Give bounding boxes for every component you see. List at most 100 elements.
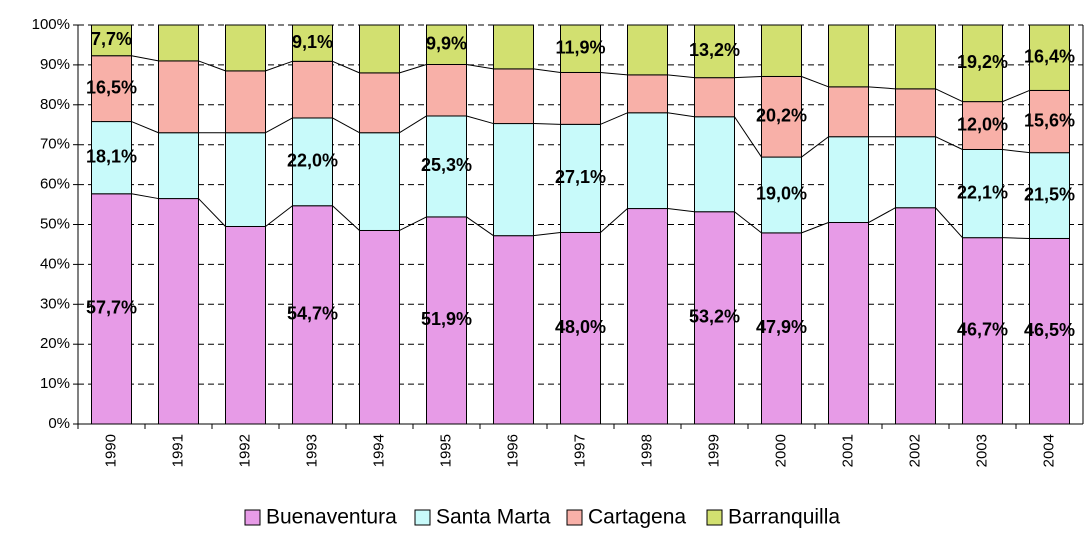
bar-segment xyxy=(895,136,936,209)
bar-segment xyxy=(493,235,534,425)
legend-swatch xyxy=(706,509,723,526)
bar-segment xyxy=(560,24,601,73)
value-label: 18,1% xyxy=(86,146,137,166)
series-line xyxy=(332,205,360,231)
value-label: 22,0% xyxy=(287,151,338,171)
series-line xyxy=(399,216,427,231)
series-line xyxy=(265,117,293,134)
bar-segment xyxy=(962,24,1003,103)
x-tick-label: 1993 xyxy=(303,434,320,467)
bar-segment xyxy=(91,193,132,425)
bar-segment xyxy=(895,207,936,425)
bar-segment xyxy=(694,77,735,118)
bar-segment xyxy=(359,132,400,231)
value-label: 57,7% xyxy=(86,298,137,318)
series-line xyxy=(265,60,293,72)
x-tick-label: 1991 xyxy=(169,434,186,467)
series-line xyxy=(801,222,829,234)
x-tick-label: 2004 xyxy=(1040,434,1057,467)
bar-segment xyxy=(627,74,668,114)
value-label: 13,2% xyxy=(689,40,740,60)
bar-segment xyxy=(493,123,534,237)
series-line xyxy=(667,208,695,213)
value-label: 19,0% xyxy=(756,184,807,204)
y-tick-label: 90% xyxy=(40,56,70,73)
x-tick-label: 2001 xyxy=(839,434,856,467)
bar-segment xyxy=(627,208,668,425)
series-line xyxy=(600,71,628,76)
bar-segment xyxy=(359,229,400,425)
x-tick-label: 1990 xyxy=(102,434,119,467)
series-line xyxy=(667,112,695,118)
value-label: 19,2% xyxy=(957,52,1008,72)
series-line xyxy=(332,60,360,74)
series-line xyxy=(935,207,963,239)
bar-segment xyxy=(426,24,467,66)
x-tick-label: 1994 xyxy=(370,434,387,467)
series-line xyxy=(600,208,628,233)
y-tick-label: 70% xyxy=(40,136,70,153)
series-line xyxy=(466,115,494,125)
bar-segment xyxy=(158,132,199,200)
value-label: 16,4% xyxy=(1024,46,1075,66)
bar-segment xyxy=(694,116,735,213)
y-tick-label: 40% xyxy=(40,255,70,272)
legend-swatch xyxy=(566,509,583,526)
legend-label: Buenaventura xyxy=(266,506,397,529)
series-line xyxy=(533,123,561,125)
bar-segment xyxy=(292,117,333,207)
bar-segment xyxy=(895,88,936,138)
series-line xyxy=(131,193,159,200)
series-line xyxy=(734,116,762,158)
series-line xyxy=(734,211,762,234)
value-label: 12,0% xyxy=(957,114,1008,134)
bar-segment xyxy=(158,24,199,62)
series-line xyxy=(131,55,159,62)
bar-segment xyxy=(225,24,266,72)
bar-segment xyxy=(627,24,668,76)
value-label: 9,1% xyxy=(292,32,333,52)
value-label: 21,5% xyxy=(1024,184,1075,204)
bar-segment xyxy=(828,222,869,425)
x-tick-label: 1992 xyxy=(236,434,253,467)
series-line xyxy=(868,86,896,90)
series-line xyxy=(801,136,829,158)
bar-segment xyxy=(91,121,132,195)
series-line xyxy=(868,207,896,223)
bar-segment xyxy=(560,231,601,425)
x-tick-label: 1998 xyxy=(638,434,655,467)
x-tick-label: 1996 xyxy=(504,434,521,467)
bar-segment xyxy=(225,225,266,425)
bar-segment xyxy=(627,112,668,210)
series-line xyxy=(1002,89,1030,103)
value-label: 27,1% xyxy=(555,167,606,187)
bar-segment xyxy=(359,72,400,134)
bar-segment xyxy=(560,71,601,125)
value-label: 53,2% xyxy=(689,307,740,327)
y-tick-label: 50% xyxy=(40,215,70,232)
legend-label: Cartagena xyxy=(588,506,686,529)
bar-segment xyxy=(1029,152,1070,239)
y-tick-label: 0% xyxy=(48,415,70,432)
series-line xyxy=(533,231,561,237)
y-tick-label: 100% xyxy=(32,16,70,33)
bar-segment xyxy=(761,24,802,77)
bar-segment xyxy=(694,211,735,425)
series-line xyxy=(801,76,829,88)
bar-segment xyxy=(493,68,534,125)
bar-segment xyxy=(426,64,467,117)
y-tick-label: 30% xyxy=(40,295,70,312)
series-line xyxy=(198,198,226,227)
x-tick-label: 1997 xyxy=(571,434,588,467)
legend-swatch xyxy=(414,509,431,526)
series-line xyxy=(600,112,628,125)
value-label: 9,9% xyxy=(426,34,467,54)
value-label: 48,0% xyxy=(555,317,606,337)
series-line xyxy=(399,115,427,134)
bar-segment xyxy=(1029,237,1070,425)
bar-segment xyxy=(225,70,266,134)
y-tick-label: 10% xyxy=(40,375,70,392)
series-line xyxy=(1002,237,1030,239)
legend-swatch xyxy=(244,509,261,526)
